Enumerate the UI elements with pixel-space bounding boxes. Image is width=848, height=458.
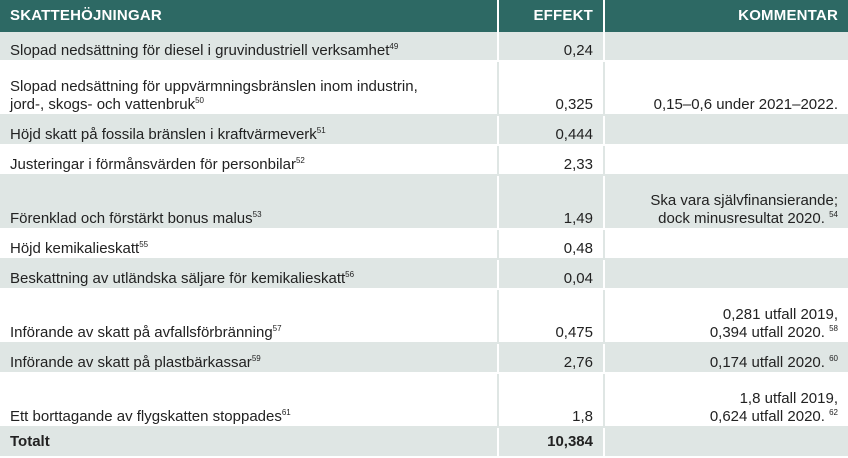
comment-text: 1,8 utfall 2019, 0,624 utfall 2020. — [709, 390, 838, 425]
comment-cell — [604, 145, 848, 176]
comment-cell: 0,15–0,6 under 2021–2022. — [604, 61, 848, 116]
effect-cell: 0,475 — [498, 289, 605, 344]
measure-cell: Höjd kemikalieskatt55 — [0, 229, 499, 260]
measure-cell: Slopad nedsättning för diesel i gruvindu… — [0, 32, 499, 62]
effect-cell: 0,444 — [498, 115, 605, 146]
measure-text: Införande av skatt på avfallsförbränning — [10, 324, 273, 341]
measure-cell: Slopad nedsättning för uppvärmningsbräns… — [0, 61, 499, 116]
footnote-ref: 60 — [829, 354, 838, 363]
measure-text: Ett borttagande av flygskatten stoppades — [10, 408, 282, 425]
table-row: Slopad nedsättning för uppvärmningsbräns… — [0, 61, 848, 116]
footnote-ref: 49 — [389, 42, 399, 51]
table-row: Införande av skatt på avfallsförbränning… — [0, 289, 848, 344]
measure-text: Höjd skatt på fossila bränslen i kraftvä… — [10, 126, 317, 143]
footnote-ref: 52 — [295, 156, 305, 165]
effect-cell: 1,49 — [498, 175, 605, 230]
measure-text: Införande av skatt på plastbärkassar — [10, 354, 252, 371]
comment-cell: 0,174 utfall 2020. 60 — [604, 343, 848, 374]
table-row: Införande av skatt på plastbärkassar59 2,… — [0, 343, 848, 374]
footnote-ref: 57 — [272, 324, 282, 333]
measure-cell: Införande av skatt på avfallsförbränning… — [0, 289, 499, 344]
footnote-ref: 55 — [139, 240, 149, 249]
effect-cell: 2,76 — [498, 343, 605, 374]
table-row: Förenklad och förstärkt bonus malus53 1,4… — [0, 175, 848, 230]
measure-cell: Justeringar i förmånsvärden för personbi… — [0, 145, 499, 176]
header-comment: KOMMENTAR — [604, 0, 848, 32]
comment-cell — [604, 32, 848, 62]
measure-text: Höjd kemikalieskatt — [10, 240, 140, 257]
footnote-ref: 56 — [345, 270, 355, 279]
header-effect: EFFEKT — [498, 0, 605, 32]
footnote-ref: 54 — [829, 210, 838, 219]
measure-cell: Beskattning av utländska säljare för kem… — [0, 259, 499, 290]
footnote-ref: 62 — [829, 408, 838, 417]
measure-text: Slopad nedsättning för diesel i gruvindu… — [10, 42, 390, 59]
table-body: Slopad nedsättning för diesel i gruvindu… — [0, 32, 848, 458]
total-effect: 10,384 — [498, 426, 605, 458]
table-row: Höjd skatt på fossila bränslen i kraftvä… — [0, 115, 848, 146]
measure-text: Justeringar i förmånsvärden för personbi… — [10, 156, 296, 173]
table-row: Ett borttagande av flygskatten stoppades… — [0, 373, 848, 428]
table-row: Höjd kemikalieskatt55 0,48 — [0, 229, 848, 260]
footnote-ref: 50 — [195, 96, 204, 105]
effect-cell: 1,8 — [498, 373, 605, 428]
table-header-row: SKATTEHÖJNINGAR EFFEKT KOMMENTAR — [0, 0, 848, 32]
effect-cell: 0,24 — [498, 32, 605, 62]
measure-cell: Införande av skatt på plastbärkassar59 — [0, 343, 499, 374]
comment-cell: Ska vara självfinansierande; dock minusr… — [604, 175, 848, 230]
total-row: Totalt 10,384 — [0, 426, 848, 458]
comment-text: 0,281 utfall 2019, 0,394 utfall 2020. — [709, 306, 838, 341]
footnote-ref: 51 — [316, 126, 326, 135]
effect-cell: 0,48 — [498, 229, 605, 260]
effect-cell: 0,04 — [498, 259, 605, 290]
measure-cell: Förenklad och förstärkt bonus malus53 — [0, 175, 499, 230]
comment-cell — [604, 259, 848, 290]
measure-cell: Ett borttagande av flygskatten stoppades… — [0, 373, 499, 428]
table-row: Justeringar i förmånsvärden för personbi… — [0, 145, 848, 176]
footnote-ref: 53 — [252, 210, 262, 219]
table-row: Slopad nedsättning för diesel i gruvindu… — [0, 32, 848, 62]
comment-cell: 1,8 utfall 2019, 0,624 utfall 2020. 62 — [604, 373, 848, 428]
comment-text: 0,15–0,6 under 2021–2022. — [653, 96, 838, 113]
header-measure: SKATTEHÖJNINGAR — [0, 0, 499, 32]
footnote-ref: 61 — [281, 408, 291, 417]
effect-cell: 2,33 — [498, 145, 605, 176]
measure-text: Beskattning av utländska säljare för kem… — [10, 270, 346, 287]
total-comment — [604, 426, 848, 458]
comment-cell: 0,281 utfall 2019, 0,394 utfall 2020. 58 — [604, 289, 848, 344]
comment-cell — [604, 115, 848, 146]
measure-cell: Höjd skatt på fossila bränslen i kraftvä… — [0, 115, 499, 146]
comment-text: Ska vara självfinansierande; dock minusr… — [650, 192, 838, 227]
footnote-ref: 59 — [251, 354, 261, 363]
total-label: Totalt — [0, 426, 499, 458]
comment-text: 0,174 utfall 2020. — [709, 354, 825, 371]
effect-cell: 0,325 — [498, 61, 605, 116]
measure-text: Slopad nedsättning för uppvärmningsbräns… — [10, 78, 418, 113]
table-row: Beskattning av utländska säljare för kem… — [0, 259, 848, 290]
footnote-ref: 58 — [829, 324, 838, 333]
measure-text: Förenklad och förstärkt bonus malus — [10, 210, 253, 227]
comment-cell — [604, 229, 848, 260]
